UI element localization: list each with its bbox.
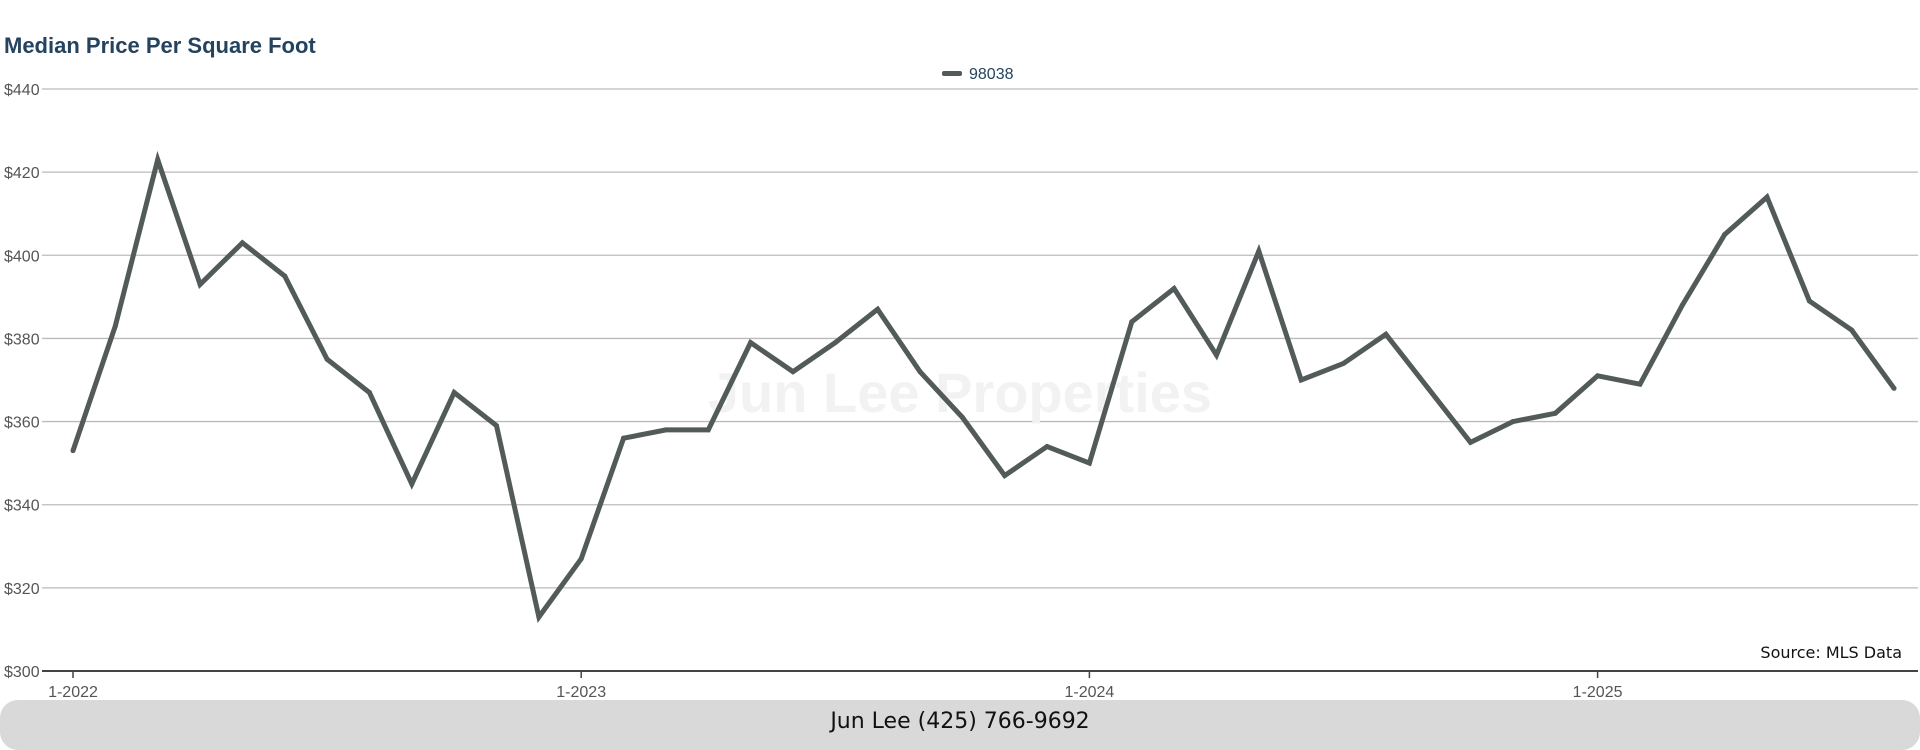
y-tick-label: $320 <box>4 581 40 598</box>
x-tick-label: 1-2023 <box>556 684 606 700</box>
data-point <box>959 414 965 420</box>
footer-contact: Jun Lee (425) 766-9692 <box>830 708 1090 734</box>
legend: 98038 <box>942 66 1014 83</box>
y-tick-label: $440 <box>4 82 40 99</box>
data-point <box>705 427 711 433</box>
y-tick-label: $360 <box>4 415 40 432</box>
data-point <box>1637 381 1643 387</box>
x-tick-label: 1-2025 <box>1573 684 1623 700</box>
gridlines <box>42 88 1918 672</box>
data-point <box>409 481 415 487</box>
data-point <box>197 281 203 287</box>
data-point <box>832 340 838 346</box>
data-point <box>917 369 923 375</box>
data-point <box>1129 319 1135 325</box>
data-point <box>790 369 796 375</box>
data-point <box>1425 385 1431 391</box>
legend-swatch <box>942 71 962 76</box>
data-point <box>1510 419 1516 425</box>
data-point <box>1383 331 1389 337</box>
data-point <box>621 435 627 441</box>
data-point <box>1679 302 1685 308</box>
data-point <box>366 389 372 395</box>
data-point <box>1722 232 1728 237</box>
data-point <box>112 323 118 329</box>
data-point <box>1256 248 1262 254</box>
data-point <box>1552 410 1558 416</box>
data-point <box>1002 473 1008 479</box>
data-point <box>1171 286 1177 292</box>
series-lines <box>70 150 1897 623</box>
data-point <box>536 614 542 620</box>
y-tick-label: $420 <box>4 165 40 182</box>
data-point <box>748 340 754 346</box>
y-axis-ticks: $300 $320 $340 $360 $380 $400 $420 $440 <box>4 82 40 681</box>
chart-title: Median Price Per Square Foot <box>4 33 316 58</box>
data-point <box>1891 385 1897 391</box>
data-point <box>1213 352 1219 358</box>
data-point <box>1298 377 1304 383</box>
data-point <box>1595 373 1601 379</box>
source-note: Source: MLS Data <box>1760 643 1902 662</box>
data-point <box>70 448 76 454</box>
data-point <box>875 306 881 312</box>
data-point <box>324 356 330 362</box>
y-tick-label: $380 <box>4 331 40 348</box>
x-tick-label: 1-2024 <box>1064 684 1114 700</box>
data-point <box>578 556 584 562</box>
footer-bar: Jun Lee (425) 766-9692 <box>0 700 1920 750</box>
data-point <box>282 273 288 279</box>
data-point <box>1086 460 1092 466</box>
data-point <box>239 240 245 246</box>
data-point <box>1044 444 1050 450</box>
x-tick-label: 1-2022 <box>48 684 98 700</box>
y-tick-label: $300 <box>4 664 40 681</box>
data-point <box>663 427 669 433</box>
data-point <box>1468 439 1474 445</box>
y-tick-label: $340 <box>4 498 40 515</box>
data-point <box>1764 194 1770 200</box>
data-point <box>494 423 499 429</box>
x-axis-ticks: 1-2022 1-2023 1-2024 1-2025 <box>48 671 1623 700</box>
data-point <box>451 389 457 395</box>
line-chart: $300$320$340$360$380$400$420$440 1-2022 1… <box>4 66 1918 700</box>
data-point <box>1806 298 1812 304</box>
legend-label: 98038 <box>969 66 1014 83</box>
data-point <box>1849 327 1855 333</box>
data-point <box>155 157 161 163</box>
y-tick-label: $400 <box>4 248 40 265</box>
data-point <box>1341 360 1346 366</box>
series-line-98038 <box>70 150 1897 623</box>
